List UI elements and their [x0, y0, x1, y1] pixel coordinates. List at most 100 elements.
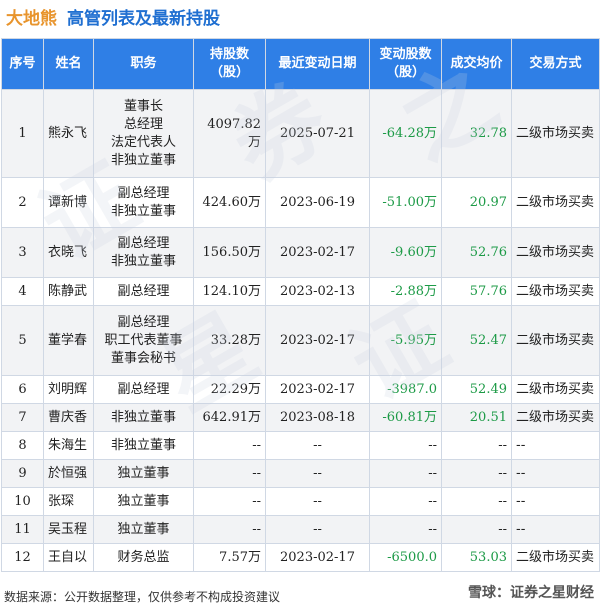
cell-no: 2	[1, 177, 44, 228]
column-header: 职务	[93, 38, 194, 90]
table-row: 4 陈静武 副总经理 124.10万 2023-02-13 -2.88万 57.76 二级市场…	[1, 277, 600, 306]
cell-date: 2023-06-19	[265, 177, 370, 228]
table-row: 12 王自以 财务总监 7.57万 2023-02-17 -6500.0 53.03 二级市场…	[1, 543, 600, 572]
cell-date: 2023-02-17	[265, 543, 370, 572]
cell-method: --	[511, 431, 600, 460]
cell-price: --	[441, 487, 512, 516]
cell-method: 二级市场买卖	[511, 543, 600, 572]
column-header: 交易方式	[511, 38, 600, 90]
cell-price: --	[441, 431, 512, 460]
cell-role: 非独立董事	[93, 431, 194, 460]
cell-shares: 424.60万	[193, 177, 266, 228]
table-row: 8 朱海生 非独立董事 -- -- -- -- --	[1, 431, 600, 460]
cell-method: --	[511, 487, 600, 516]
cell-date: 2023-02-13	[265, 277, 370, 306]
cell-name: 吴玉程	[43, 515, 94, 544]
cell-no: 8	[1, 431, 44, 460]
cell-change: --	[369, 515, 442, 544]
executive-holdings-table: 序号 姓名 职务 持股数 （股） 最近变动日期 变动股数 （股） 成交均价 交易方式 1 熊永飞 董事…	[1, 38, 600, 572]
column-header: 变动股数 （股）	[369, 38, 442, 90]
cell-no: 3	[1, 227, 44, 278]
cell-date: 2023-02-17	[265, 305, 370, 376]
cell-no: 11	[1, 515, 44, 544]
cell-name: 曹庆香	[43, 403, 94, 432]
cell-role: 独立董事	[93, 515, 194, 544]
cell-change: --	[369, 431, 442, 460]
table-row: 11 吴玉程 独立董事 -- -- -- -- --	[1, 515, 600, 544]
cell-role: 副总经理 非独立董事	[93, 177, 194, 228]
cell-date: 2025-07-21	[265, 89, 370, 178]
cell-name: 衣晓飞	[43, 227, 94, 278]
cell-shares: 7.57万	[193, 543, 266, 572]
cell-name: 王自以	[43, 543, 94, 572]
cell-no: 6	[1, 375, 44, 404]
cell-shares: 642.91万	[193, 403, 266, 432]
cell-date: --	[265, 431, 370, 460]
cell-method: --	[511, 515, 600, 544]
column-header: 姓名	[43, 38, 94, 90]
cell-change: -64.28万	[369, 89, 442, 178]
column-header: 成交均价	[441, 38, 512, 90]
table-row: 7 曹庆香 非独立董事 642.91万 2023-08-18 -60.81万 20.51 二级…	[1, 403, 600, 432]
cell-no: 9	[1, 459, 44, 488]
cell-price: --	[441, 515, 512, 544]
cell-change: --	[369, 487, 442, 516]
cell-shares: --	[193, 459, 266, 488]
company-name: 大地熊	[6, 8, 57, 29]
cell-price: 53.03	[441, 543, 512, 572]
cell-shares: --	[193, 487, 266, 516]
cell-price: 20.97	[441, 177, 512, 228]
cell-price: 52.76	[441, 227, 512, 278]
cell-role: 财务总监	[93, 543, 194, 572]
table-body: 1 熊永飞 董事长 总经理 法定代表人 非独立董事 4097.82万 2025-07-21 -6…	[1, 89, 600, 572]
cell-role: 非独立董事	[93, 403, 194, 432]
cell-no: 4	[1, 277, 44, 306]
report-header: 大地熊 高管列表及最新持股	[6, 3, 220, 29]
table-row: 6 刘明辉 副总经理 22.29万 2023-02-17 -3987.0 52.49 二级市场…	[1, 375, 600, 404]
table-row: 9 於恒强 独立董事 -- -- -- -- --	[1, 459, 600, 488]
cell-change: -3987.0	[369, 375, 442, 404]
cell-price: 52.49	[441, 375, 512, 404]
cell-method: 二级市场买卖	[511, 403, 600, 432]
cell-price: --	[441, 459, 512, 488]
cell-change: -51.00万	[369, 177, 442, 228]
report-title: 高管列表及最新持股	[67, 8, 220, 29]
cell-method: 二级市场买卖	[511, 89, 600, 178]
column-header: 持股数 （股）	[193, 38, 266, 90]
cell-price: 52.47	[441, 305, 512, 376]
cell-name: 董学春	[43, 305, 94, 376]
cell-change: -6500.0	[369, 543, 442, 572]
table-header-row: 序号 姓名 职务 持股数 （股） 最近变动日期 变动股数 （股） 成交均价 交易方式	[1, 38, 600, 90]
cell-price: 32.78	[441, 89, 512, 178]
cell-name: 熊永飞	[43, 89, 94, 178]
cell-shares: --	[193, 431, 266, 460]
cell-name: 陈静武	[43, 277, 94, 306]
cell-date: --	[265, 459, 370, 488]
table-row: 5 董学春 副总经理 职工代表董事 董事会秘书 33.28万 2023-02-17 -5.95…	[1, 305, 600, 376]
table-row: 1 熊永飞 董事长 总经理 法定代表人 非独立董事 4097.82万 2025-07-21 -6…	[1, 89, 600, 178]
cell-shares: 4097.82万	[193, 89, 266, 178]
cell-change: --	[369, 459, 442, 488]
cell-date: 2023-02-17	[265, 227, 370, 278]
cell-shares: --	[193, 515, 266, 544]
cell-method: --	[511, 459, 600, 488]
cell-method: 二级市场买卖	[511, 227, 600, 278]
cell-shares: 156.50万	[193, 227, 266, 278]
table-row: 10 张琛 独立董事 -- -- -- -- --	[1, 487, 600, 516]
cell-name: 朱海生	[43, 431, 94, 460]
cell-name: 张琛	[43, 487, 94, 516]
cell-method: 二级市场买卖	[511, 177, 600, 228]
cell-name: 於恒强	[43, 459, 94, 488]
cell-change: -2.88万	[369, 277, 442, 306]
cell-no: 1	[1, 89, 44, 178]
table-row: 2 谭新博 副总经理 非独立董事 424.60万 2023-06-19 -51.00万 20.…	[1, 177, 600, 228]
cell-no: 5	[1, 305, 44, 376]
cell-role: 副总经理	[93, 375, 194, 404]
cell-role: 副总经理 非独立董事	[93, 227, 194, 278]
cell-role: 副总经理	[93, 277, 194, 306]
cell-date: --	[265, 515, 370, 544]
cell-date: --	[265, 487, 370, 516]
cell-method: 二级市场买卖	[511, 305, 600, 376]
cell-role: 独立董事	[93, 459, 194, 488]
cell-price: 20.51	[441, 403, 512, 432]
